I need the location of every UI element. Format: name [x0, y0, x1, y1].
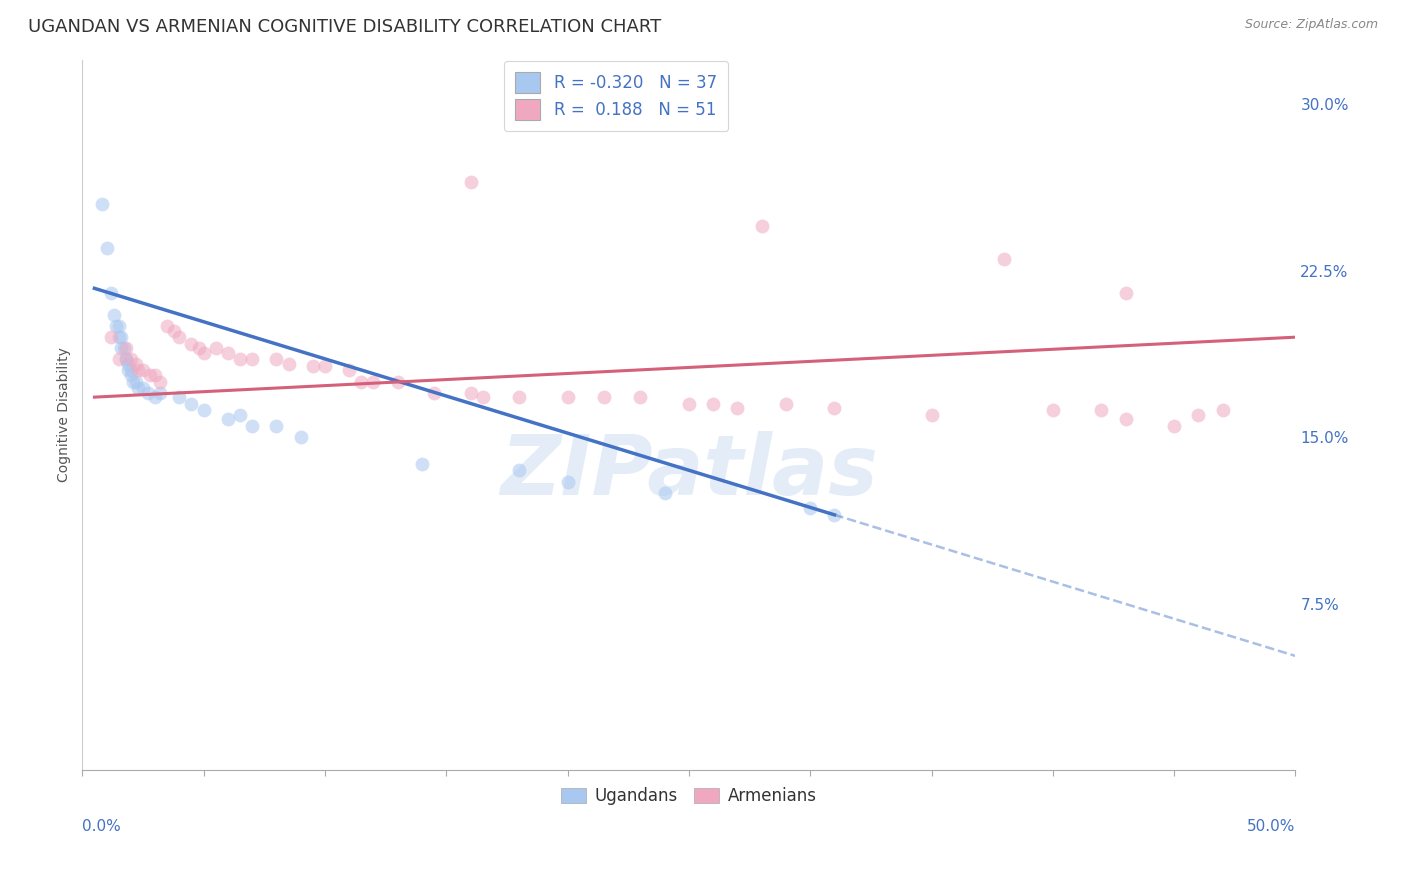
Point	[363, 375, 385, 389]
Point	[122, 375, 145, 389]
Point	[1042, 403, 1064, 417]
Point	[217, 412, 239, 426]
Point	[266, 419, 288, 434]
Point	[169, 390, 191, 404]
Point	[117, 363, 139, 377]
Point	[132, 363, 155, 377]
Point	[127, 363, 149, 377]
Point	[180, 336, 202, 351]
Point	[240, 352, 263, 367]
Point	[193, 403, 215, 417]
Point	[508, 463, 530, 477]
Point	[751, 219, 773, 234]
Point	[103, 308, 125, 322]
Point	[163, 324, 186, 338]
Point	[110, 341, 132, 355]
Point	[823, 401, 845, 416]
Legend: Ugandans, Armenians: Ugandans, Armenians	[554, 780, 824, 812]
Point	[115, 352, 138, 367]
Text: UGANDAN VS ARMENIAN COGNITIVE DISABILITY CORRELATION CHART: UGANDAN VS ARMENIAN COGNITIVE DISABILITY…	[28, 18, 661, 36]
Point	[229, 352, 252, 367]
Point	[277, 357, 299, 371]
Point	[156, 319, 179, 334]
Point	[387, 375, 409, 389]
Point	[1212, 403, 1234, 417]
Point	[628, 390, 651, 404]
Text: Source: ZipAtlas.com: Source: ZipAtlas.com	[1244, 18, 1378, 31]
Point	[921, 408, 943, 422]
Point	[169, 330, 191, 344]
Point	[124, 357, 146, 371]
Point	[127, 381, 149, 395]
Y-axis label: Cognitive Disability: Cognitive Disability	[58, 348, 72, 483]
Point	[143, 390, 166, 404]
Text: 0.0%: 0.0%	[83, 819, 121, 834]
Point	[411, 457, 433, 471]
Point	[117, 357, 139, 371]
Text: 50.0%: 50.0%	[1247, 819, 1295, 834]
Point	[557, 475, 579, 489]
Point	[120, 363, 142, 377]
Point	[124, 375, 146, 389]
Point	[240, 419, 263, 434]
Point	[115, 352, 138, 367]
Point	[775, 397, 797, 411]
Point	[100, 330, 122, 344]
Point	[301, 359, 323, 373]
Point	[180, 397, 202, 411]
Point	[107, 352, 129, 367]
Point	[120, 352, 142, 367]
Point	[337, 363, 360, 377]
Point	[187, 341, 209, 355]
Point	[1115, 412, 1137, 426]
Point	[115, 341, 138, 355]
Point	[120, 368, 142, 382]
Point	[350, 375, 373, 389]
Point	[593, 390, 616, 404]
Point	[107, 319, 129, 334]
Point	[993, 252, 1015, 267]
Point	[136, 385, 159, 400]
Point	[139, 368, 162, 382]
Point	[107, 330, 129, 344]
Point	[823, 508, 845, 522]
Point	[557, 390, 579, 404]
Point	[654, 485, 676, 500]
Point	[314, 359, 336, 373]
Point	[217, 345, 239, 359]
Point	[110, 330, 132, 344]
Point	[725, 401, 748, 416]
Point	[193, 345, 215, 359]
Point	[460, 385, 482, 400]
Point	[1090, 403, 1112, 417]
Point	[149, 385, 172, 400]
Text: ZIPatlas: ZIPatlas	[501, 431, 877, 512]
Point	[460, 175, 482, 189]
Point	[100, 285, 122, 300]
Point	[423, 385, 446, 400]
Point	[229, 408, 252, 422]
Point	[290, 430, 312, 444]
Point	[678, 397, 700, 411]
Point	[143, 368, 166, 382]
Point	[149, 375, 172, 389]
Point	[508, 390, 530, 404]
Point	[90, 197, 112, 211]
Point	[1115, 285, 1137, 300]
Point	[204, 341, 226, 355]
Point	[112, 341, 135, 355]
Point	[105, 319, 128, 334]
Point	[266, 352, 288, 367]
Point	[1187, 408, 1209, 422]
Point	[132, 381, 155, 395]
Point	[471, 390, 494, 404]
Point	[799, 501, 821, 516]
Point	[702, 397, 724, 411]
Point	[1163, 419, 1185, 434]
Point	[96, 241, 118, 255]
